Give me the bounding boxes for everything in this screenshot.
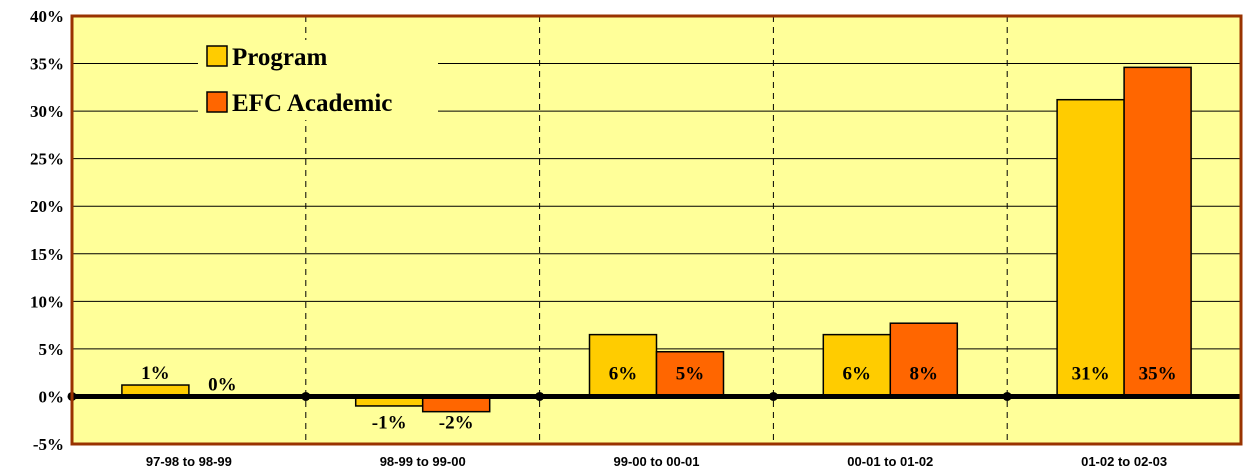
- x-axis-categories: 97-98 to 98-99 98-99 to 99-00 99-00 to 00-…: [146, 454, 1167, 469]
- data-label: 6%: [609, 363, 638, 384]
- legend: Program EFC Academic: [198, 40, 438, 120]
- y-tick-label: 10%: [30, 292, 64, 311]
- bar-efc-academic-3: [889, 322, 959, 398]
- data-label: -2%: [439, 412, 474, 433]
- data-label: 6%: [843, 363, 872, 384]
- y-axis-ticks: 40% 35% 30% 25% 20% 15% 10% 5% 0% -5%: [30, 7, 64, 454]
- axis-tick-mark: [535, 391, 545, 401]
- x-category-label: 97-98 to 98-99: [146, 454, 232, 469]
- legend-label-efc-academic: EFC Academic: [232, 90, 392, 117]
- data-label: 8%: [910, 363, 939, 384]
- y-tick-label: 15%: [30, 245, 64, 264]
- data-label: 0%: [208, 374, 237, 395]
- x-category-label: 98-99 to 99-00: [380, 454, 466, 469]
- y-tick-label: -5%: [33, 435, 64, 454]
- x-category-label: 99-00 to 00-01: [614, 454, 700, 469]
- data-label: 31%: [1072, 363, 1110, 384]
- bars: [121, 66, 1192, 413]
- axis-tick-mark: [768, 391, 778, 401]
- y-tick-label: 30%: [30, 102, 64, 121]
- bar-program-4: [1056, 98, 1125, 398]
- legend-label-program: Program: [232, 44, 328, 71]
- x-category-label: 01-02 to 02-03: [1081, 454, 1167, 469]
- data-label: -1%: [372, 412, 407, 433]
- y-tick-label: 5%: [39, 340, 65, 359]
- data-labels: 1% 0% -1% -2% 6% 5% 6% 8% 31% 35%: [141, 363, 1176, 433]
- legend-background: [198, 40, 438, 120]
- axis-tick-mark: [1002, 391, 1012, 401]
- y-tick-label: 35%: [30, 55, 64, 74]
- axis-tick-mark: [301, 391, 311, 401]
- bar-efc-academic-4: [1123, 66, 1192, 398]
- y-tick-label: 20%: [30, 197, 64, 216]
- data-label: 35%: [1139, 363, 1177, 384]
- legend-swatch-efc-academic: [206, 91, 228, 113]
- data-label: 5%: [676, 363, 705, 384]
- data-label: 1%: [141, 363, 170, 384]
- y-tick-label: 40%: [30, 7, 64, 26]
- legend-swatch-program: [206, 45, 228, 67]
- plot-border: [70, 14, 1243, 446]
- y-tick-label: 0%: [39, 387, 65, 406]
- y-tick-label: 25%: [30, 150, 64, 169]
- x-category-label: 00-01 to 01-02: [847, 454, 933, 469]
